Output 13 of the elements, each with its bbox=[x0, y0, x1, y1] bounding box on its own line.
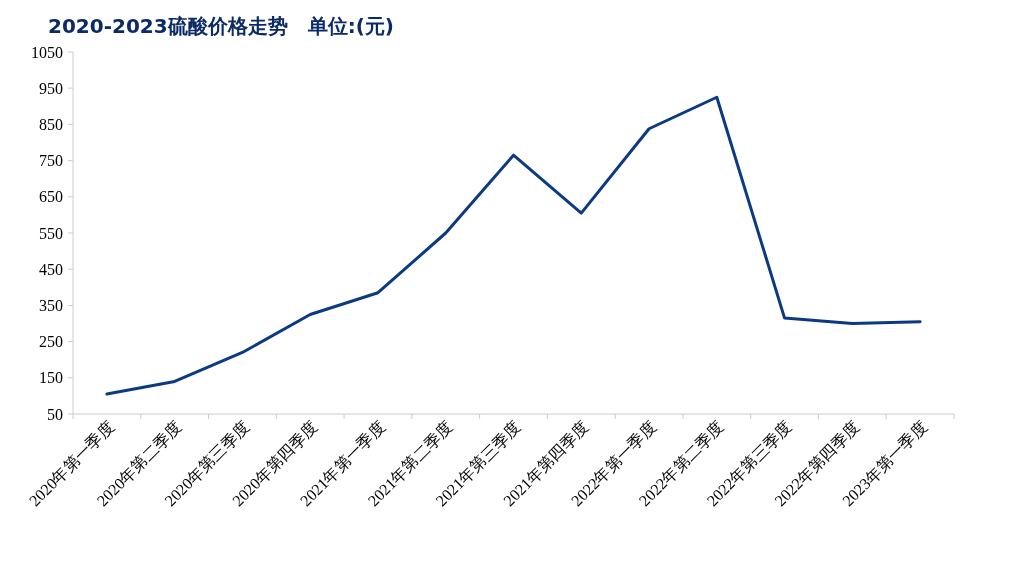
y-tick-label: 550 bbox=[39, 224, 63, 242]
y-tick-label: 150 bbox=[39, 369, 63, 387]
y-tick-label: 50 bbox=[47, 405, 63, 423]
y-tick-label: 1050 bbox=[31, 43, 63, 61]
y-tick-label: 350 bbox=[39, 297, 63, 314]
y-tick-label: 250 bbox=[39, 333, 63, 351]
y-tick-label: 650 bbox=[39, 188, 63, 206]
y-tick-label: 750 bbox=[39, 152, 63, 170]
y-tick-label: 950 bbox=[39, 79, 63, 97]
line-series bbox=[105, 95, 922, 396]
y-tick-label: 450 bbox=[39, 260, 63, 278]
chart-title: 2020-2023硫酸价格走势 单位:(元) bbox=[48, 14, 394, 38]
y-tick-label: 850 bbox=[39, 116, 63, 133]
